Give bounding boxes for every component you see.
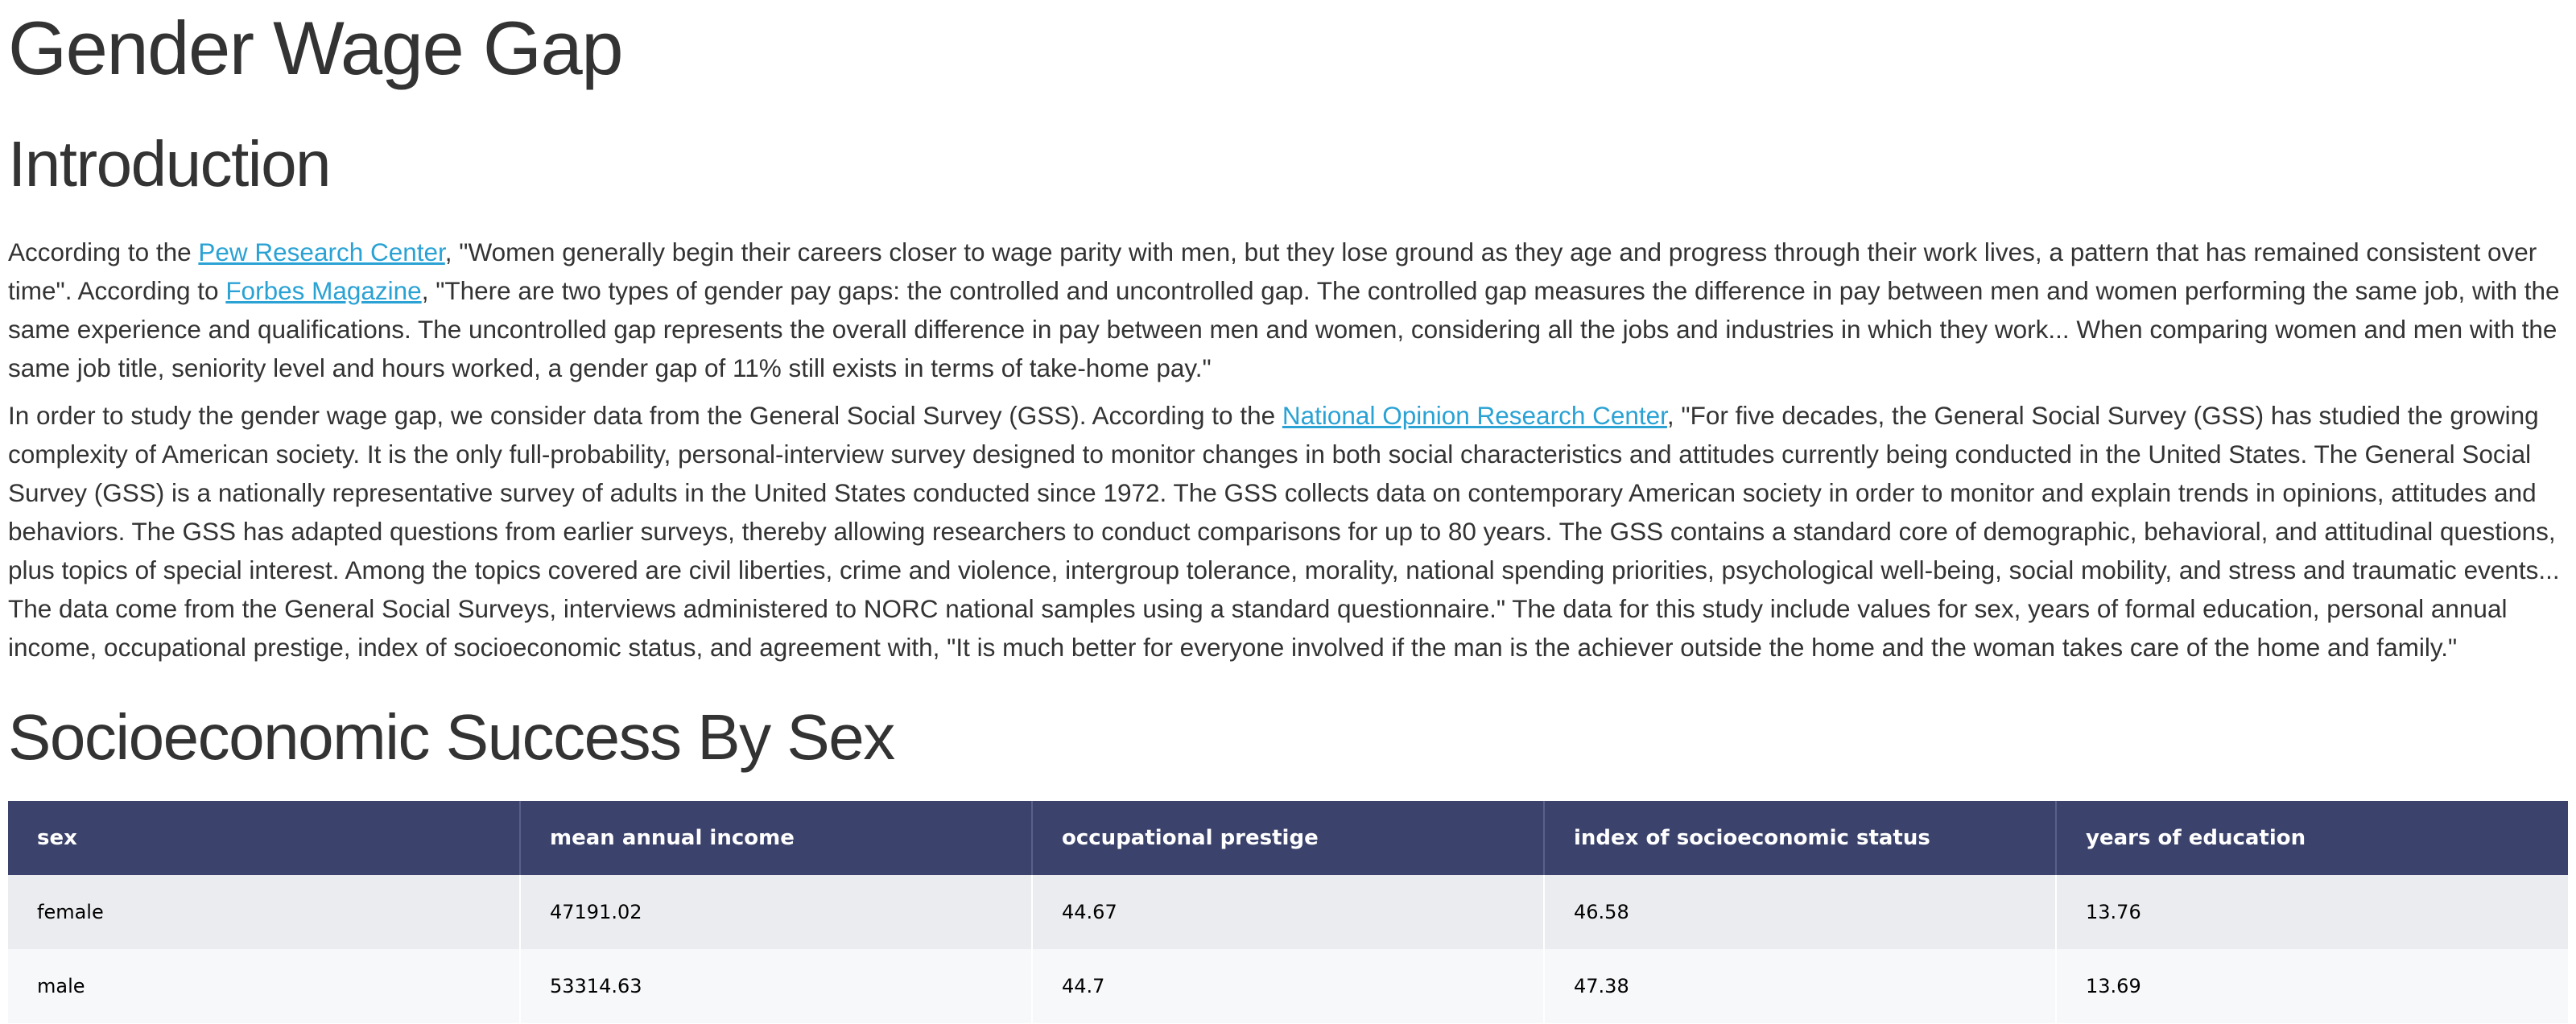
table-cell: 53314.63 [520, 949, 1033, 1023]
column-header-mean-annual-income: mean annual income [520, 801, 1033, 875]
intro-p2-text-1: In order to study the gender wage gap, w… [8, 401, 1282, 430]
forbes-magazine-link[interactable]: Forbes Magazine [225, 276, 422, 305]
intro-p1-text-3: , "There are two types of gender pay gap… [8, 276, 2560, 382]
page-title: Gender Wage Gap [8, 6, 624, 90]
socioeconomic-table: sex mean annual income occupational pres… [8, 801, 2568, 1023]
table-cell: 13.76 [2086, 901, 2141, 923]
introduction-heading: Introduction [8, 128, 332, 200]
table-header-row: sex mean annual income occupational pres… [8, 801, 2568, 875]
intro-p1-text-2: , "Women generally begin their careers c… [8, 237, 2537, 305]
norc-link[interactable]: National Opinion Research Center [1282, 401, 1667, 430]
column-header-occupational-prestige: occupational prestige [1032, 801, 1545, 875]
table-cell: 44.7 [1032, 949, 1545, 1023]
table-row: female 47191.02 44.67 46.58 13.76 [8, 875, 2568, 949]
table-cell: 13.69 [2086, 975, 2141, 997]
intro-paragraph-2: In order to study the gender wage gap, w… [8, 396, 2568, 667]
table-row: male 53314.63 44.7 47.38 13.69 [8, 949, 2568, 1023]
table-cell: 47191.02 [520, 875, 1033, 949]
column-header-socioeconomic-index: index of socioeconomic status [1544, 801, 2057, 875]
table-cell: 46.58 [1544, 875, 2057, 949]
intro-paragraph-1: According to the Pew Research Center, "W… [8, 233, 2568, 387]
column-header-sex: sex [8, 801, 521, 875]
column-header-years-of-education: years of education [2086, 826, 2306, 850]
table-cell: 44.67 [1032, 875, 1545, 949]
intro-p2-text-2: , "For five decades, the General Social … [8, 401, 2560, 662]
table-cell: male [8, 949, 521, 1023]
socioeconomic-success-heading: Socioeconomic Success By Sex [8, 701, 895, 773]
table-cell: female [8, 875, 521, 949]
intro-p1-text-1: According to the [8, 237, 199, 266]
pew-research-center-link[interactable]: Pew Research Center [198, 237, 445, 266]
table-cell: 47.38 [1544, 949, 2057, 1023]
